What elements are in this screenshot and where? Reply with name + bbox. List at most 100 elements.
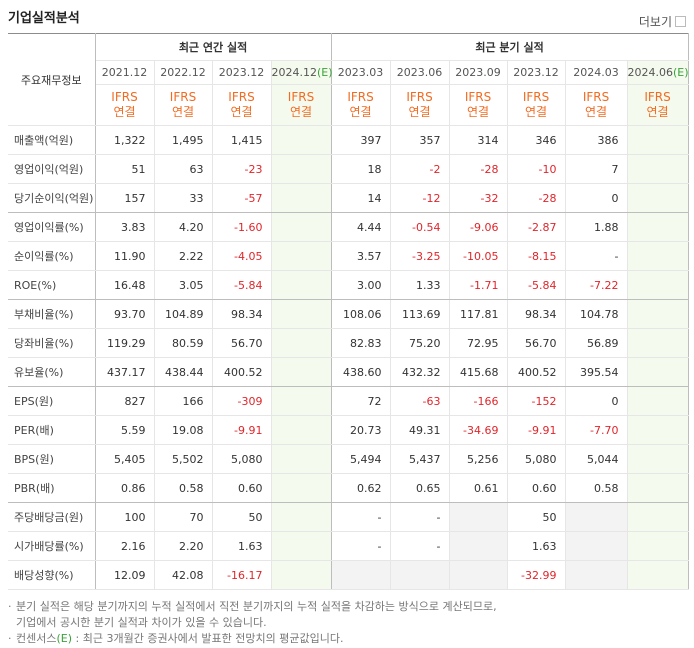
basis-header: IFRS 연결	[95, 84, 155, 126]
footnote-line: 기업에서 공시한 분기 실적과 차이가 있을 수 있습니다.	[16, 616, 267, 629]
data-row: 부채비율(%) 93.70 104.89 98.34 108.06 113.69 117.8…	[8, 299, 689, 329]
value-cell: 2.20	[154, 531, 213, 561]
value-cell	[627, 212, 689, 242]
value-cell: -	[331, 531, 391, 561]
row-label: EPS(원)	[8, 386, 96, 416]
more-link[interactable]: 더보기	[639, 13, 686, 30]
value-cell: -9.06	[449, 212, 508, 242]
basis-standard: IFRS	[111, 90, 138, 104]
value-cell: 12.09	[95, 560, 155, 590]
value-cell: 117.81	[449, 299, 508, 329]
value-cell: -1.60	[212, 212, 272, 242]
value-cell: 0.65	[390, 473, 450, 503]
value-cell: -152	[507, 386, 566, 416]
value-cell: 1.33	[390, 270, 450, 300]
value-cell	[627, 531, 689, 561]
data-row: EPS(원) 827 166 -309 72 -63 -166 -152 0	[8, 386, 689, 416]
period-header: 2022.12	[154, 60, 213, 85]
value-cell	[565, 560, 628, 590]
basis-header: IFRS 연결	[154, 84, 213, 126]
value-cell: 0.60	[507, 473, 566, 503]
value-cell: 0	[565, 183, 628, 213]
value-cell	[627, 415, 689, 445]
value-cell	[627, 386, 689, 416]
value-cell: 113.69	[390, 299, 450, 329]
row-label: 매출액(억원)	[8, 125, 96, 155]
value-cell: 1,415	[212, 125, 272, 155]
value-cell: 415.68	[449, 357, 508, 387]
row-label: 유보율(%)	[8, 357, 96, 387]
value-cell: 5,437	[390, 444, 450, 474]
value-cell: -4.05	[212, 241, 272, 271]
corner-header: 주요재무정보	[8, 33, 96, 126]
value-cell: 42.08	[154, 560, 213, 590]
value-cell: 93.70	[95, 299, 155, 329]
footnote-part: 컨센서스	[16, 632, 57, 645]
value-cell: 438.44	[154, 357, 213, 387]
row-label: 당좌비율(%)	[8, 328, 96, 358]
value-cell: 0.58	[154, 473, 213, 503]
row-label: PER(배)	[8, 415, 96, 445]
value-cell	[449, 560, 508, 590]
value-cell: -8.15	[507, 241, 566, 271]
value-cell: -28	[507, 183, 566, 213]
value-cell: 108.06	[331, 299, 391, 329]
value-cell: 63	[154, 154, 213, 184]
value-cell: 395.54	[565, 357, 628, 387]
period-label: 2023.03	[337, 66, 384, 79]
value-cell	[271, 241, 332, 271]
value-cell: 357	[390, 125, 450, 155]
value-cell	[271, 125, 332, 155]
data-row: ROE(%) 16.48 3.05 -5.84 3.00 1.33 -1.71 -5.84 -7…	[8, 270, 689, 300]
value-cell: 56.89	[565, 328, 628, 358]
footnotes: 분기 실적은 해당 분기까지의 누적 실적에서 직전 분기까지의 누적 실적을 …	[8, 599, 497, 647]
basis-standard: IFRS	[464, 90, 492, 104]
period-header: 2023.12	[212, 60, 272, 85]
value-cell: 80.59	[154, 328, 213, 358]
value-cell: 100	[95, 502, 155, 532]
value-cell: 70	[154, 502, 213, 532]
data-row: 주당배당금(원) 100 70 50- -50	[8, 502, 689, 532]
value-cell: 5,256	[449, 444, 508, 474]
row-label: 주당배당금(원)	[8, 502, 96, 532]
basis-header: IFRS 연결	[565, 84, 628, 126]
footnote-part: (E)	[56, 632, 73, 645]
period-label: 2023.09	[455, 66, 501, 79]
value-cell: 5.59	[95, 415, 155, 445]
value-cell: 1,322	[95, 125, 155, 155]
value-cell: 56.70	[212, 328, 272, 358]
header-row: 주요재무정보 최근 연간 실적 최근 분기 실적	[8, 33, 689, 126]
value-cell: 33	[154, 183, 213, 213]
value-cell	[271, 415, 332, 445]
value-cell: 314	[449, 125, 508, 155]
basis-scope: 연결	[171, 105, 195, 119]
value-cell: 1.63	[507, 531, 566, 561]
value-cell: -	[390, 531, 450, 561]
value-cell: 5,502	[154, 444, 213, 474]
value-cell: 16.48	[95, 270, 155, 300]
value-cell	[627, 357, 689, 387]
period-label: 2024.12	[271, 66, 318, 79]
period-label: 2024.06	[627, 66, 674, 79]
value-cell: 157	[95, 183, 155, 213]
row-label: 시가배당률(%)	[8, 531, 96, 561]
footnote: 분기 실적은 해당 분기까지의 누적 실적에서 직전 분기까지의 누적 실적을 …	[8, 599, 497, 631]
value-cell: -2.87	[507, 212, 566, 242]
period-label: 2024.03	[573, 66, 619, 79]
basis-standard: IFRS	[522, 90, 550, 104]
value-cell: 7	[565, 154, 628, 184]
value-cell	[627, 183, 689, 213]
row-label: 배당성향(%)	[8, 560, 96, 590]
value-cell	[390, 560, 450, 590]
value-cell: 104.78	[565, 299, 628, 329]
period-header: 2023.12	[507, 60, 566, 85]
value-cell: 18	[331, 154, 391, 184]
value-cell	[271, 328, 332, 358]
value-cell: 0.86	[95, 473, 155, 503]
data-row: 배당성향(%) 12.09 42.08 -16.17 -32.99	[8, 560, 689, 590]
value-cell: 82.83	[331, 328, 391, 358]
row-label: ROE(%)	[8, 270, 96, 300]
basis-row: IFRS 연결 IFRS 연결 IFRS 연결 IFRS 연결 IFRS 연결 IFRS 연결 IFRS…	[8, 84, 689, 126]
value-cell	[271, 270, 332, 300]
value-cell: -7.22	[565, 270, 628, 300]
